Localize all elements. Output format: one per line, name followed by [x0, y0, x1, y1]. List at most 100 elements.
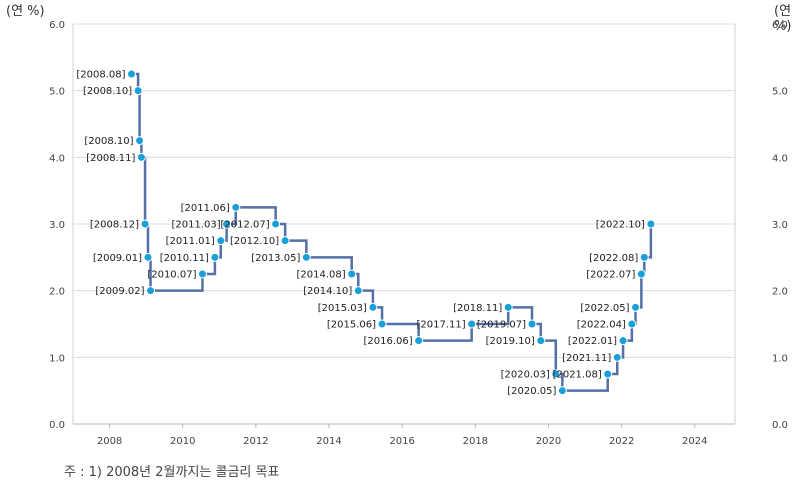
data-point-label: [2015.03] [318, 303, 367, 314]
y-axis-unit-right: (연 %) [774, 4, 792, 34]
data-point-label: [2022.08] [589, 253, 638, 264]
data-point-marker [377, 319, 387, 329]
data-point-label: [2008.11] [86, 153, 135, 164]
data-point-label: [2017.11] [417, 320, 466, 331]
data-point-marker [353, 286, 363, 296]
data-point-marker [527, 319, 537, 329]
data-point-label: [2012.10] [230, 236, 279, 247]
data-point-marker [143, 252, 153, 262]
y-tick-label-right: 5.0 [772, 87, 788, 98]
x-tick-label: 2008 [97, 436, 122, 447]
y-tick-label: 4.0 [49, 153, 65, 164]
x-tick-label: 2014 [316, 436, 341, 447]
x-tick-label: 2018 [463, 436, 488, 447]
data-point-label: [2022.04] [577, 320, 626, 331]
data-point-marker [231, 202, 241, 212]
data-point-label: [2012.07] [220, 220, 269, 231]
y-tick-label: 0.0 [49, 420, 65, 431]
data-point-label: [2022.10] [596, 220, 645, 231]
data-point-label: [2011.03] [171, 220, 220, 231]
footnote: 주 : 1) 2008년 2월까지는 콜금리 목표 [64, 465, 280, 480]
grid-layer [72, 23, 736, 425]
data-point-marker [639, 252, 649, 262]
data-point-marker [133, 86, 143, 96]
data-point-label: [2022.05] [580, 303, 629, 314]
data-point-marker [136, 152, 146, 162]
data-point-marker [135, 136, 145, 146]
data-point-marker [271, 219, 281, 229]
data-point-label: [2015.06] [327, 320, 376, 331]
data-point-marker [127, 69, 137, 79]
data-point-marker [636, 269, 646, 279]
y-tick-label-right: 4.0 [772, 153, 788, 164]
data-point-marker [140, 219, 150, 229]
y-tick-label-right: 3.0 [772, 220, 788, 231]
data-point-label: [2008.08] [76, 70, 125, 81]
data-point-label: [2022.01] [568, 336, 617, 347]
data-point-label: [2020.05] [507, 386, 556, 397]
y-tick-label: 6.0 [49, 20, 65, 31]
y-tick-label: 1.0 [49, 353, 65, 364]
data-point-marker [222, 219, 232, 229]
data-point-marker [551, 369, 561, 379]
data-point-label: [2020.03] [501, 370, 550, 381]
data-point-label: [2008.12] [90, 220, 139, 231]
data-point-label: [2013.05] [251, 253, 300, 264]
data-point-marker [618, 336, 628, 346]
data-point-marker [467, 319, 477, 329]
y-tick-label: 3.0 [49, 220, 65, 231]
x-tick-label: 2012 [243, 436, 268, 447]
data-point-marker [612, 352, 622, 362]
data-point-label: [2019.10] [486, 336, 535, 347]
data-point-label: [2018.11] [453, 303, 502, 314]
data-point-label: [2009.01] [93, 253, 142, 264]
y-tick-label-right: 0.0 [772, 420, 788, 431]
data-point-marker [197, 269, 207, 279]
data-point-marker [301, 252, 311, 262]
x-tick-label: 2024 [682, 436, 707, 447]
marker-layer [127, 69, 656, 396]
data-point-label: [2019.07] [477, 320, 526, 331]
data-point-marker [216, 236, 226, 246]
data-point-label: [2010.11] [160, 253, 209, 264]
data-point-label: [2022.07] [586, 270, 635, 281]
data-point-label: [2011.06] [181, 203, 230, 214]
data-point-label: [2021.08] [553, 370, 602, 381]
data-point-label: [2010.07] [147, 270, 196, 281]
data-point-marker [368, 302, 378, 312]
data-point-label: [2014.08] [297, 270, 346, 281]
right-tick-layer: 0.0 1.0 2.0 3.0 4.0 5.0 6.0 [772, 20, 788, 431]
data-point-marker [536, 336, 546, 346]
data-point-marker [280, 236, 290, 246]
data-point-marker [210, 252, 220, 262]
data-point-marker [627, 319, 637, 329]
x-tick-label: 2010 [170, 436, 195, 447]
data-point-marker [347, 269, 357, 279]
data-point-marker [146, 286, 156, 296]
data-point-label: [2011.01] [166, 236, 215, 247]
x-tick-label: 2020 [536, 436, 561, 447]
data-point-marker [557, 386, 567, 396]
data-point-label: [2014.10] [303, 286, 352, 297]
y-tick-label: 2.0 [49, 287, 65, 298]
data-point-marker [503, 302, 513, 312]
data-point-label: [2008.10] [83, 86, 132, 97]
data-point-label: [2016.06] [363, 336, 412, 347]
y-axis-unit-left: (연 %) [6, 4, 45, 19]
axis-layer: 0.0 1.0 2.0 3.0 4.0 5.0 6.0 2008 2010 2012 2014 201… [49, 20, 707, 447]
data-point-marker [414, 336, 424, 346]
data-point-marker [603, 369, 613, 379]
x-tick-label: 2022 [609, 436, 634, 447]
data-point-label: [2009.02] [95, 286, 144, 297]
data-point-label: [2021.11] [562, 353, 611, 364]
data-point-marker [646, 219, 656, 229]
y-tick-label-right: 1.0 [772, 353, 788, 364]
x-tick-label: 2016 [389, 436, 414, 447]
y-tick-label-right: 6.0 [772, 20, 788, 31]
label-layer: [2008.08] [2008.10] [2008.10] [2008.11] [200… [76, 70, 645, 398]
data-point-marker [631, 302, 641, 312]
y-tick-label-right: 2.0 [772, 287, 788, 298]
y-tick-label: 5.0 [49, 87, 65, 98]
data-point-label: [2008.10] [84, 136, 133, 147]
